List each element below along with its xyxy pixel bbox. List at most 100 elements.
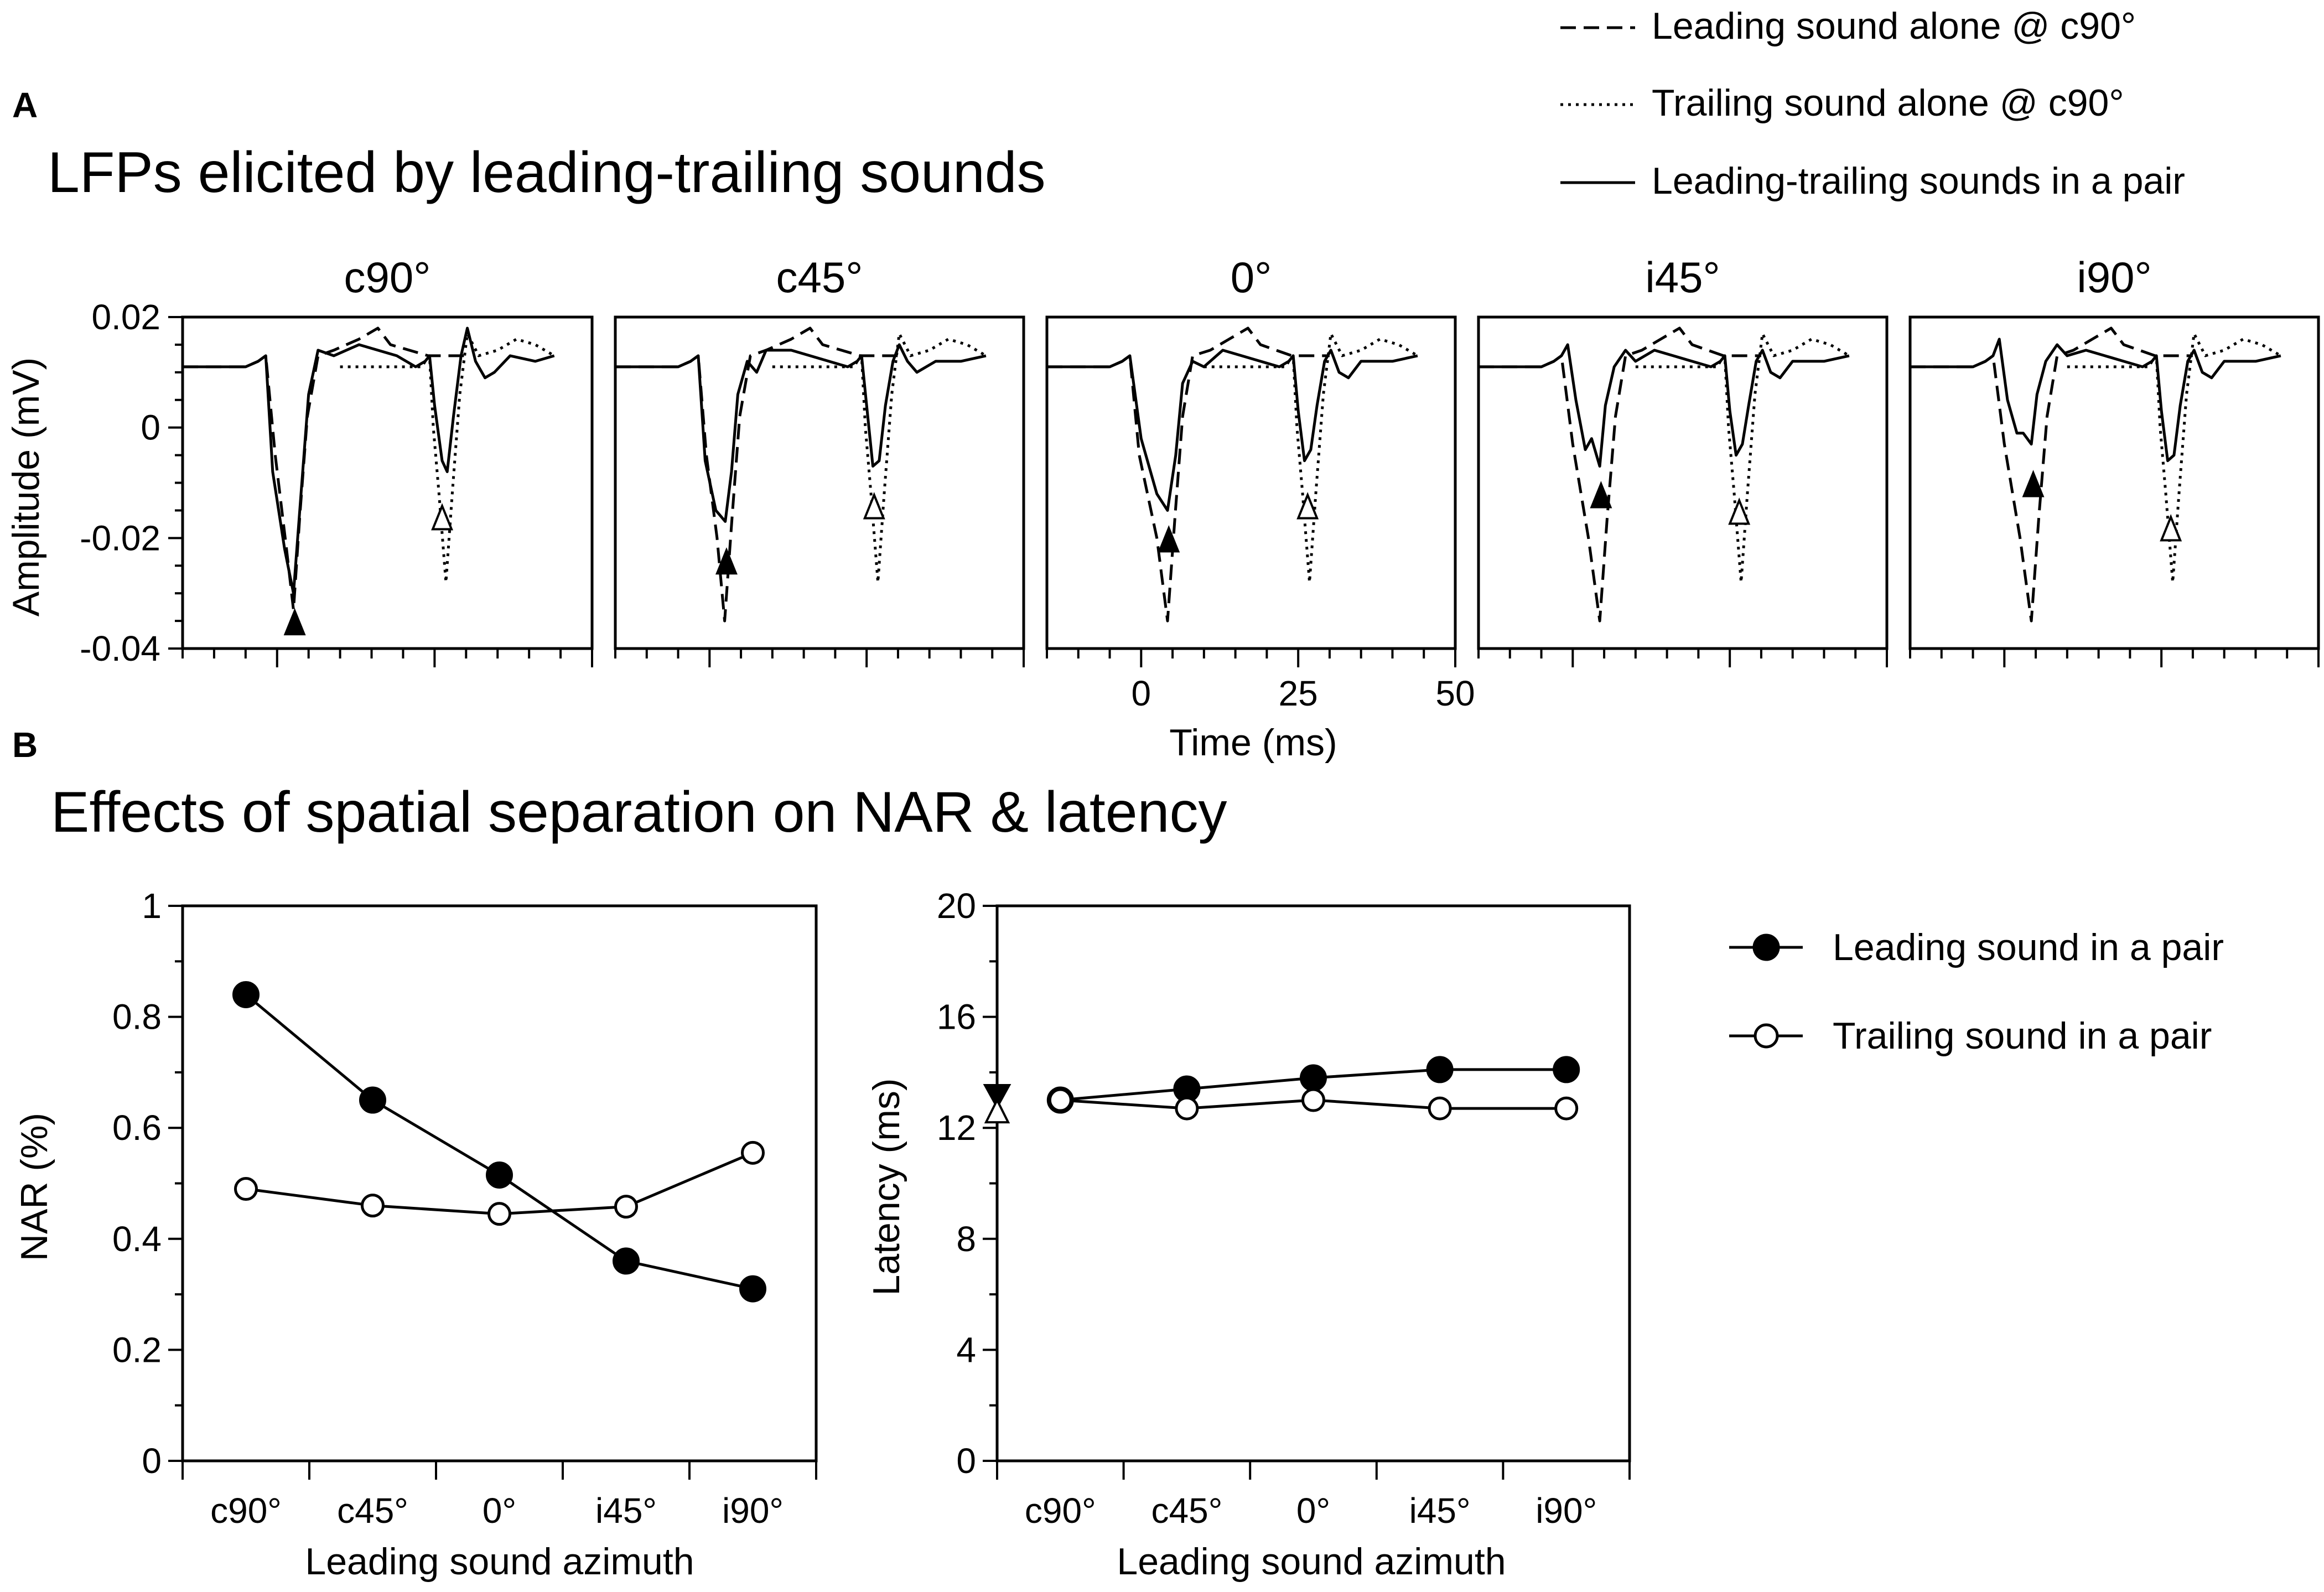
x-tick-label: c90° <box>210 1491 282 1531</box>
filled-triangle-down-marker <box>983 1084 1011 1110</box>
x-tick-label: 0° <box>483 1491 516 1531</box>
legend-dotted-label: Trailing sound alone @ c90° <box>1652 82 2124 124</box>
lfp-trace-dotted <box>1204 332 1419 584</box>
nar-latency-legend: Leading sound in a pair Trailing sound i… <box>1729 926 2224 1057</box>
x-tick-label: c90° <box>1025 1491 1096 1531</box>
lfp-xlabel: Time (ms) <box>1169 722 1337 764</box>
x-tick-label: i90° <box>1536 1491 1597 1531</box>
open-triangle-marker <box>431 503 454 531</box>
panel-b-letter: B <box>12 725 38 765</box>
panel-b-title: Effects of spatial separation on NAR & l… <box>51 780 1227 844</box>
lfp-subplot-frame <box>614 315 1025 650</box>
legend-solid-label: Leading-trailing sounds in a pair <box>1652 160 2185 202</box>
y-tick-label: 0.4 <box>112 1219 162 1259</box>
lfp-trace-solid <box>1047 349 1418 512</box>
x-tick-label: c45° <box>1151 1491 1223 1531</box>
y-tick-label: 0.02 <box>91 297 160 337</box>
lfp-subplot-4: i90° <box>1908 253 2320 667</box>
x-tick-label: i90° <box>722 1491 784 1531</box>
y-tick-label: 0 <box>142 1441 162 1481</box>
y-tick-label: 16 <box>937 997 976 1037</box>
latency-ylabel: Latency (ms) <box>865 1078 907 1296</box>
latency-trailing-point <box>1554 1096 1579 1121</box>
filled-triangle-marker <box>283 608 306 636</box>
y-tick-label: 0 <box>141 408 160 448</box>
y-tick-label: 8 <box>956 1219 976 1259</box>
lfp-trace-dashed <box>1479 326 1761 623</box>
x-tick-label: 0° <box>1296 1491 1330 1531</box>
x-tick-label: 0 <box>1132 673 1151 713</box>
filled-triangle-marker <box>2022 470 2045 497</box>
open-triangle-marker <box>863 492 885 520</box>
y-tick-label: 0.8 <box>112 997 162 1037</box>
lfp-trace-solid <box>1910 338 2281 463</box>
y-tick-label: -0.02 <box>80 518 160 558</box>
latency-trailing-point <box>1175 1096 1199 1121</box>
lfp-ylabel: Amplitude (mV) <box>5 357 47 617</box>
panel-a-title: LFPs elicited by leading-trailing sounds <box>48 141 1046 205</box>
lfp-legend: Leading sound alone @ c90° Trailing soun… <box>1560 5 2185 202</box>
latency-xlabel: Leading sound azimuth <box>1117 1541 1506 1583</box>
lfp-subplot-title: c90° <box>344 253 431 302</box>
lfp-trace-solid <box>1479 343 1850 468</box>
lfp-subplot-title: c45° <box>776 253 863 302</box>
legend-leading-label: Leading sound in a pair <box>1833 926 2224 968</box>
nar-xlabel: Leading sound azimuth <box>305 1541 694 1583</box>
open-triangle-marker <box>984 1097 1010 1124</box>
lfp-subplot-1: c45° <box>614 253 1025 667</box>
lfp-subplots: c90° 0.02 0 -0.02 -0.04 c45° 0° 0 25 50 i45° i90° <box>80 253 2320 713</box>
y-tick-label: 20 <box>937 886 976 926</box>
lfp-subplot-frame <box>1908 315 2320 650</box>
y-tick-label: 0.2 <box>112 1330 162 1370</box>
lfp-trace-solid <box>183 326 555 595</box>
latency-trailing-point <box>1428 1096 1452 1121</box>
latency-leading-point <box>1553 1056 1580 1083</box>
lfp-trace-dashed <box>183 326 466 611</box>
y-tick-label: 12 <box>937 1108 976 1148</box>
lfp-subplot-3: i45° <box>1477 253 1889 667</box>
legend-trailing-marker <box>1754 1023 1779 1049</box>
y-tick-label: 4 <box>956 1330 976 1370</box>
lfp-trace-dotted <box>1635 332 1850 584</box>
nar-trailing-point <box>614 1195 638 1219</box>
filled-triangle-marker <box>1590 481 1612 509</box>
lfp-subplot-2: 0° 0 25 50 <box>1045 253 1475 713</box>
x-tick-label: 25 <box>1279 673 1318 713</box>
lfp-subplot-0: c90° 0.02 0 -0.02 -0.04 <box>80 253 594 668</box>
open-triangle-marker <box>1728 497 1751 525</box>
nar-leading-point <box>359 1086 386 1114</box>
latency-plot: 0 4 8 12 16 20 c90° c45° 0° i45° i90° <box>937 886 1631 1531</box>
lfp-trace-dotted <box>772 332 987 584</box>
nar-trailing-point <box>487 1202 511 1226</box>
nar-leading-point <box>486 1161 513 1189</box>
legend-trailing-label: Trailing sound in a pair <box>1833 1015 2212 1057</box>
x-tick-label: i45° <box>1409 1491 1471 1531</box>
nar-ylabel: NAR (%) <box>13 1113 55 1261</box>
nar-trailing-point <box>234 1177 258 1201</box>
x-tick-label: 50 <box>1435 673 1475 713</box>
nar-series-line <box>245 993 754 1290</box>
y-tick-label: 0.6 <box>112 1108 162 1148</box>
legend-dashed-label: Leading sound alone @ c90° <box>1652 5 2136 47</box>
nar-leading-point <box>613 1247 640 1275</box>
latency-leading-point <box>1300 1064 1327 1092</box>
nar-leading-point <box>739 1275 766 1303</box>
latency-frame <box>995 904 1631 1463</box>
y-tick-label: -0.04 <box>80 629 160 668</box>
latency-trailing-point <box>1048 1088 1072 1112</box>
open-triangle-marker <box>2160 514 2182 542</box>
x-tick-label: i45° <box>595 1491 657 1531</box>
lfp-trace-dotted <box>2067 332 2282 584</box>
nar-leading-point <box>232 981 260 1008</box>
nar-plot: 0 0.2 0.4 0.6 0.8 1 c90° c45° 0° i45° i90° <box>112 886 818 1531</box>
lfp-subplot-title: i45° <box>1645 253 1720 302</box>
latency-trailing-point <box>1301 1088 1325 1112</box>
panel-a-letter: A <box>12 85 38 125</box>
filled-triangle-marker <box>1158 525 1180 553</box>
lfp-subplot-title: 0° <box>1231 253 1272 302</box>
nar-trailing-point <box>361 1194 385 1218</box>
x-tick-label: c45° <box>337 1491 408 1531</box>
lfp-subplot-frame <box>1477 315 1889 650</box>
nar-trailing-point <box>741 1140 765 1165</box>
